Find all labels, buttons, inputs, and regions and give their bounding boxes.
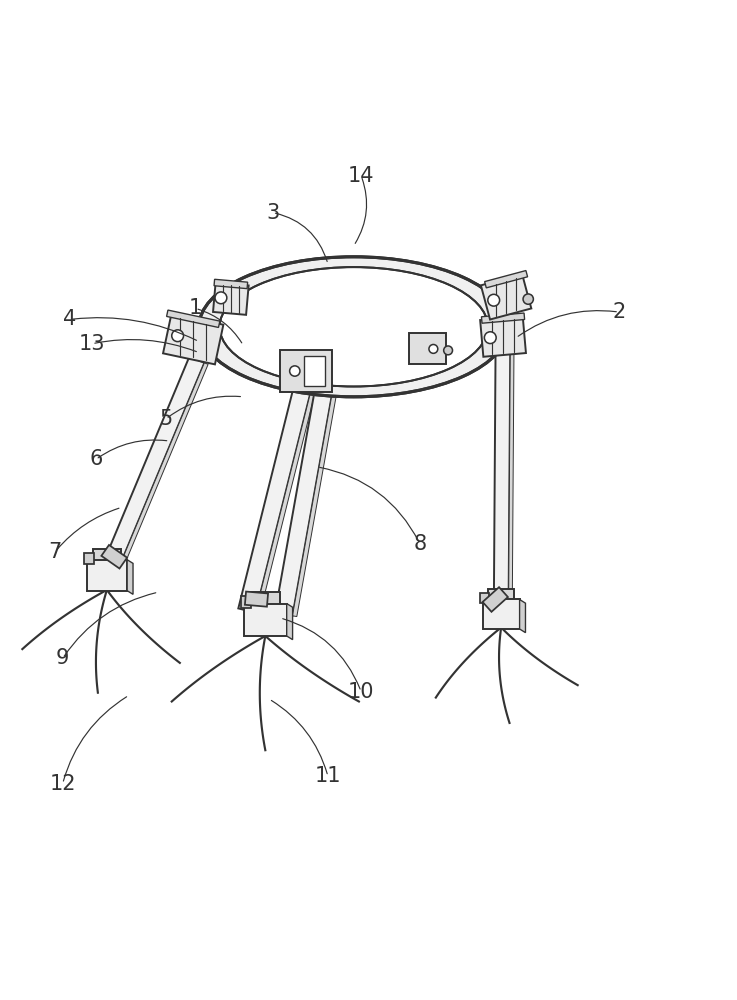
- Polygon shape: [256, 392, 315, 614]
- Polygon shape: [245, 592, 268, 607]
- Polygon shape: [494, 315, 511, 614]
- Polygon shape: [480, 316, 526, 357]
- Circle shape: [523, 294, 534, 304]
- Text: 8: 8: [413, 534, 427, 554]
- Text: 5: 5: [159, 409, 172, 429]
- Text: 9: 9: [56, 648, 69, 668]
- Circle shape: [290, 366, 300, 376]
- Polygon shape: [99, 357, 204, 578]
- Polygon shape: [213, 283, 248, 315]
- Polygon shape: [287, 604, 293, 640]
- Text: 12: 12: [49, 774, 76, 794]
- Polygon shape: [127, 560, 133, 594]
- Circle shape: [429, 344, 438, 353]
- Text: 13: 13: [79, 334, 105, 354]
- Polygon shape: [86, 560, 127, 591]
- Polygon shape: [509, 315, 514, 614]
- Polygon shape: [251, 592, 280, 605]
- Polygon shape: [280, 350, 332, 392]
- Polygon shape: [214, 279, 248, 289]
- Text: 4: 4: [63, 309, 77, 329]
- Polygon shape: [409, 333, 446, 364]
- Polygon shape: [238, 387, 311, 613]
- Polygon shape: [114, 363, 208, 580]
- Circle shape: [172, 330, 184, 342]
- Circle shape: [484, 332, 496, 344]
- Polygon shape: [304, 356, 325, 386]
- Polygon shape: [275, 386, 333, 616]
- Polygon shape: [93, 549, 121, 561]
- Polygon shape: [481, 313, 525, 323]
- Polygon shape: [102, 545, 127, 569]
- Circle shape: [215, 292, 227, 304]
- Polygon shape: [480, 593, 489, 603]
- Polygon shape: [483, 599, 520, 629]
- Text: 3: 3: [266, 203, 279, 223]
- Text: 2: 2: [612, 302, 626, 322]
- Text: 10: 10: [348, 682, 374, 702]
- Polygon shape: [241, 596, 251, 608]
- Polygon shape: [83, 553, 94, 564]
- Circle shape: [444, 346, 453, 355]
- Polygon shape: [520, 599, 525, 633]
- Text: 6: 6: [89, 449, 102, 469]
- Text: 11: 11: [315, 766, 341, 786]
- Text: 7: 7: [49, 542, 62, 562]
- Polygon shape: [199, 257, 509, 397]
- Polygon shape: [483, 587, 508, 612]
- Polygon shape: [481, 274, 531, 320]
- Text: 14: 14: [348, 166, 374, 186]
- Polygon shape: [244, 604, 287, 636]
- Polygon shape: [293, 389, 338, 617]
- Polygon shape: [488, 589, 514, 601]
- Circle shape: [488, 294, 500, 306]
- Polygon shape: [485, 271, 528, 288]
- Text: 1: 1: [189, 298, 202, 318]
- Polygon shape: [163, 314, 223, 364]
- Polygon shape: [167, 310, 220, 327]
